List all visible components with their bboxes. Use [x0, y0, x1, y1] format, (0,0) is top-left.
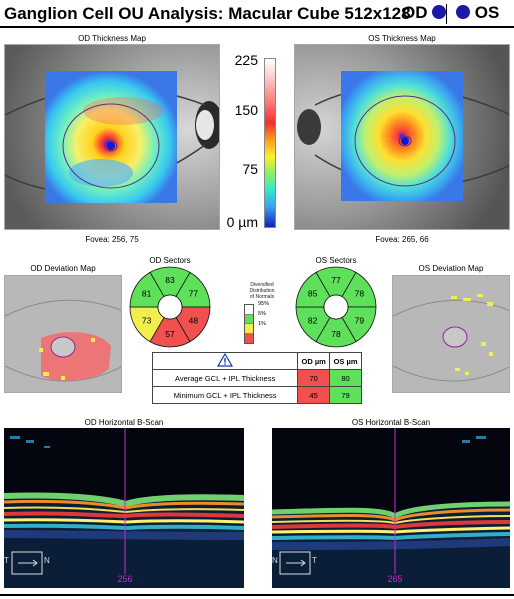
od-deviation-image — [5, 276, 121, 392]
warning-icon — [217, 352, 234, 367]
legend-label-5: 5% — [258, 311, 266, 317]
od-column-header: OD µm — [297, 352, 331, 370]
od-sector-value-bottom-right: 48 — [189, 316, 199, 326]
thickness-table: OD µm OS µm Average GCL + IPL Thickness … — [151, 352, 362, 404]
os-sector-value-bottom: 78 — [331, 329, 341, 339]
average-od-value: 70 — [297, 369, 331, 387]
od-label: OD — [402, 3, 428, 22]
average-thickness-label: Average GCL + IPL Thickness — [151, 369, 299, 387]
legend-percent-labels: 95% 5% 1% — [258, 299, 269, 329]
thickness-color-scale: 225 150 75 0 µm — [226, 46, 292, 234]
od-sector-value-bottom: 57 — [165, 329, 175, 339]
od-bscan-image: T N 256 — [4, 428, 244, 588]
scale-label-150: 150 — [234, 102, 258, 118]
os-sector-value-top-right: 78 — [355, 289, 365, 299]
os-thickness-map — [294, 44, 510, 230]
od-thickness-map — [4, 44, 220, 230]
os-sector-value-bottom-right: 79 — [355, 316, 365, 326]
os-bscan-graphic — [272, 428, 510, 588]
os-sectors-title: OS Sectors — [315, 256, 357, 265]
od-sector-value-top-right: 77 — [189, 289, 199, 299]
os-thickness-title: OS Thickness Map — [368, 34, 436, 43]
od-thickness-image — [5, 45, 219, 229]
od-fovea-label: Fovea: 256, 75 — [85, 235, 139, 244]
od-scan-position: 256 — [117, 574, 133, 584]
os-dot-icon — [456, 5, 470, 19]
scale-label-75: 75 — [242, 161, 258, 177]
od-dot-icon — [432, 5, 447, 19]
os-deviation-map — [392, 275, 510, 393]
od-deviation-map — [4, 275, 122, 393]
scale-label-0: 0 µm — [226, 214, 258, 230]
os-column-header: OS µm — [329, 352, 362, 370]
os-sector-value-bottom-left: 82 — [308, 316, 318, 326]
os-bscan-title: OS Horizontal B-Scan — [351, 418, 431, 427]
os-scan-position: 265 — [387, 574, 403, 584]
legend-label-1: 1% — [258, 321, 266, 327]
legend-label-95: 95% — [258, 301, 270, 307]
os-nasal-label: N — [272, 556, 278, 565]
minimum-od-value: 45 — [297, 386, 331, 404]
legend-swatch-column — [244, 304, 254, 344]
os-sector-center — [323, 294, 349, 320]
os-temporal-label: T — [312, 556, 317, 565]
legend-swatch — [245, 333, 253, 343]
scale-gradient-bar — [264, 58, 276, 228]
od-sectors-title: OD Sectors — [149, 256, 191, 265]
warning-cell — [151, 352, 299, 370]
os-sectors-chart: 77 78 79 78 82 85 — [295, 266, 377, 348]
average-os-value: 80 — [329, 369, 362, 387]
table-row: Minimum GCL + IPL Thickness 45 79 — [151, 386, 362, 404]
os-eye-indicator: OS — [456, 3, 499, 23]
minimum-thickness-label: Minimum GCL + IPL Thickness — [151, 386, 299, 404]
od-sector-value-top-left: 81 — [142, 289, 152, 299]
os-deviation-image — [393, 276, 509, 392]
od-sector-value-bottom-left: 73 — [142, 316, 152, 326]
od-thickness-title: OD Thickness Map — [78, 34, 146, 43]
od-sector-value-top: 83 — [165, 275, 175, 285]
od-sectors-chart: 83 77 48 57 73 81 — [129, 266, 211, 348]
legend-title-line-1: Diversified — [250, 282, 274, 288]
od-bscan-title: OD Horizontal B-Scan — [84, 418, 164, 427]
scale-label-225: 225 — [234, 52, 258, 68]
header-divider — [446, 4, 447, 24]
os-sector-value-top-left: 85 — [308, 289, 318, 299]
os-bscan-image: N T 265 — [272, 428, 510, 588]
od-nasal-label: N — [44, 556, 50, 565]
od-sector-center — [157, 294, 183, 320]
os-sector-value-top: 77 — [331, 275, 341, 285]
legend-title-line-3: of Normals — [249, 294, 275, 300]
od-eye-indicator: OD — [402, 3, 447, 23]
os-deviation-title: OS Deviation Map — [418, 264, 484, 273]
legend-title: Diversified Distribution of Normals — [234, 282, 290, 300]
os-fovea-label: Fovea: 265, 66 — [375, 235, 429, 244]
report-header: Ganglion Cell OU Analysis: Macular Cube … — [0, 0, 514, 28]
report-title: Ganglion Cell OU Analysis: Macular Cube … — [4, 4, 411, 23]
legend-swatch — [245, 305, 253, 315]
legend-swatch — [245, 324, 253, 334]
od-temporal-label: T — [4, 556, 9, 565]
table-header-row: OD µm OS µm — [151, 352, 362, 370]
od-bscan-graphic — [4, 428, 244, 588]
od-deviation-title: OD Deviation Map — [30, 264, 96, 273]
normative-legend: Diversified Distribution of Normals 95% … — [234, 282, 290, 352]
os-label: OS — [474, 3, 500, 22]
footer-rule — [0, 594, 514, 596]
minimum-os-value: 79 — [329, 386, 362, 404]
os-thickness-image — [295, 45, 509, 229]
legend-swatch — [245, 314, 253, 324]
legend-title-line-2: Distribution — [249, 288, 275, 294]
table-row: Average GCL + IPL Thickness 70 80 — [151, 369, 362, 387]
